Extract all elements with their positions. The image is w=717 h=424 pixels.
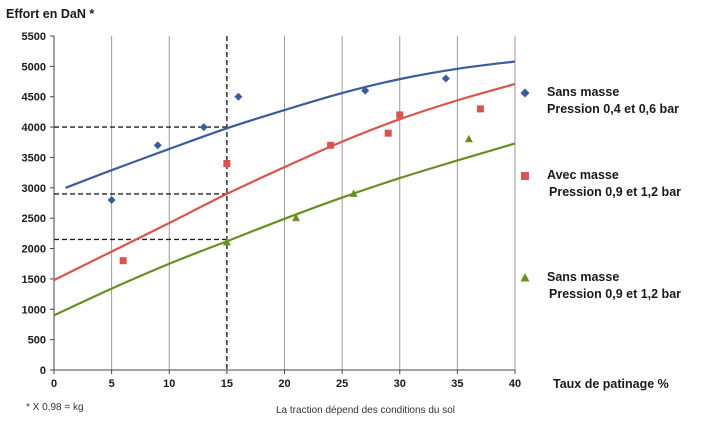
trend-line-series-1 bbox=[65, 60, 516, 189]
axis-layer bbox=[50, 35, 516, 374]
x-tick-label: 10 bbox=[163, 378, 175, 390]
legend-marker-shape bbox=[520, 273, 530, 282]
data-point-series-2 bbox=[327, 141, 335, 149]
data-point-series-2 bbox=[476, 105, 484, 113]
data-point-series-2 bbox=[396, 111, 404, 119]
data-point-series-2 bbox=[223, 160, 231, 168]
trend-lines bbox=[53, 60, 516, 317]
data-point-series-1 bbox=[199, 123, 208, 132]
x-tick-label: 25 bbox=[336, 378, 348, 390]
y-tick-label: 4500 bbox=[22, 92, 46, 104]
data-point-series-1 bbox=[361, 86, 370, 95]
x-tick-label: 35 bbox=[451, 378, 463, 390]
legend-label-series-1-line2: Pression 0,4 et 0,6 bar bbox=[547, 102, 680, 116]
axis-labels: 0 500 1000 1500 2000 2500 3000 3500 4000 4500 5000… bbox=[6, 7, 669, 391]
data-point-series-3 bbox=[349, 189, 358, 197]
data-point-series-3 bbox=[464, 134, 473, 143]
data-point-series-2 bbox=[384, 129, 392, 137]
legend-marker-shape bbox=[521, 172, 529, 180]
legend-label-series-2-line1: Avec masse bbox=[547, 168, 619, 182]
data-point-series-3 bbox=[292, 213, 301, 222]
legend-marker-diamond-icon bbox=[520, 88, 530, 98]
grid-layer bbox=[111, 36, 516, 370]
y-tick-label: 3000 bbox=[22, 183, 46, 195]
x-tick-label: 5 bbox=[109, 378, 115, 390]
y-tick-label: 2500 bbox=[22, 213, 46, 225]
y-tick-label: 1500 bbox=[22, 274, 46, 286]
y-tick-label: 2000 bbox=[22, 244, 46, 256]
legend-label-series-3-line1: Sans masse bbox=[547, 270, 620, 284]
footnote-conversion: * X 0,98 = kg bbox=[26, 402, 84, 413]
y-tick-label: 3500 bbox=[22, 152, 46, 164]
data-point-series-1 bbox=[234, 92, 243, 101]
x-tick-label: 0 bbox=[51, 378, 57, 390]
y-tick-label: 5000 bbox=[22, 61, 46, 73]
data-point-series-2 bbox=[119, 257, 127, 265]
legend-label-series-3-line2: Pression 0,9 et 1,2 bar bbox=[549, 287, 682, 301]
y-tick-label: 4000 bbox=[22, 122, 46, 134]
data-point-series-1 bbox=[441, 74, 450, 83]
y-axis-title: Effort en DaN * bbox=[6, 7, 94, 21]
data-point-series-1 bbox=[107, 195, 116, 204]
legend-marker-triangle-icon bbox=[520, 273, 530, 282]
x-tick-label: 15 bbox=[221, 378, 233, 390]
legend-label-series-1-line1: Sans masse bbox=[547, 85, 620, 99]
y-tick-label: 5500 bbox=[22, 31, 46, 43]
data-point-series-1 bbox=[153, 141, 162, 150]
legend-label-series-2-line2: Pression 0,9 et 1,2 bar bbox=[549, 185, 682, 199]
y-tick-label: 1000 bbox=[22, 304, 46, 316]
x-tick-label: 40 bbox=[509, 378, 521, 390]
trend-line-series-2 bbox=[53, 82, 516, 282]
legend-marker-shape bbox=[520, 88, 530, 98]
x-tick-label: 20 bbox=[278, 378, 290, 390]
footnote-soil-conditions: La traction dépend des conditions du sol bbox=[276, 405, 456, 416]
data-point-series-3 bbox=[222, 237, 231, 246]
x-tick-label: 30 bbox=[394, 378, 406, 390]
data-points bbox=[107, 74, 484, 265]
y-tick-label: 0 bbox=[40, 365, 46, 377]
legend-marker-square-icon bbox=[521, 172, 529, 180]
trend-line-series-3 bbox=[53, 142, 516, 317]
reference-lines bbox=[54, 36, 228, 370]
y-tick-label: 500 bbox=[28, 335, 46, 347]
x-axis-title: Taux de patinage % bbox=[553, 377, 669, 391]
